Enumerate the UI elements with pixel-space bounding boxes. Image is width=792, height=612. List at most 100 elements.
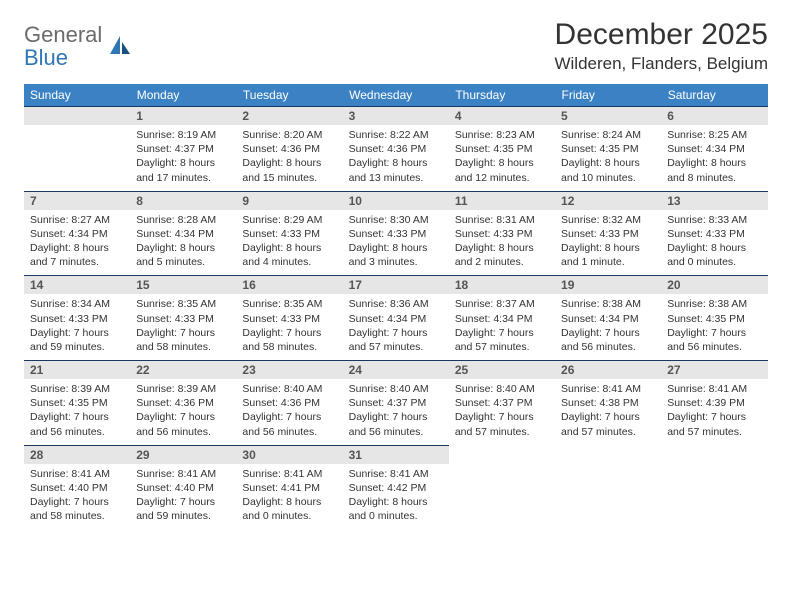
day-cell: 19Sunrise: 8:38 AMSunset: 4:34 PMDayligh… xyxy=(555,275,661,360)
day-cell: 12Sunrise: 8:32 AMSunset: 4:33 PMDayligh… xyxy=(555,191,661,276)
day-details: Sunrise: 8:39 AMSunset: 4:35 PMDaylight:… xyxy=(24,379,130,445)
day-number: 15 xyxy=(130,275,236,294)
day-cell: 14Sunrise: 8:34 AMSunset: 4:33 PMDayligh… xyxy=(24,275,130,360)
day-number: 19 xyxy=(555,275,661,294)
day-details: Sunrise: 8:34 AMSunset: 4:33 PMDaylight:… xyxy=(24,294,130,360)
day-cell: 18Sunrise: 8:37 AMSunset: 4:34 PMDayligh… xyxy=(449,275,555,360)
day-cell: 1Sunrise: 8:19 AMSunset: 4:37 PMDaylight… xyxy=(130,106,236,191)
day-cell: 10Sunrise: 8:30 AMSunset: 4:33 PMDayligh… xyxy=(343,191,449,276)
day-number: 7 xyxy=(24,191,130,210)
empty-cell xyxy=(555,445,661,530)
day-number: 26 xyxy=(555,360,661,379)
day-cell: 6Sunrise: 8:25 AMSunset: 4:34 PMDaylight… xyxy=(661,106,767,191)
day-number: 6 xyxy=(661,106,767,125)
day-number: 20 xyxy=(661,275,767,294)
day-cell: 24Sunrise: 8:40 AMSunset: 4:37 PMDayligh… xyxy=(343,360,449,445)
day-details: Sunrise: 8:41 AMSunset: 4:39 PMDaylight:… xyxy=(661,379,767,445)
empty-cell xyxy=(661,445,767,530)
day-details: Sunrise: 8:36 AMSunset: 4:34 PMDaylight:… xyxy=(343,294,449,360)
logo: General Blue xyxy=(24,18,132,70)
calendar-row: 28Sunrise: 8:41 AMSunset: 4:40 PMDayligh… xyxy=(24,445,768,530)
day-cell: 22Sunrise: 8:39 AMSunset: 4:36 PMDayligh… xyxy=(130,360,236,445)
day-cell: 16Sunrise: 8:35 AMSunset: 4:33 PMDayligh… xyxy=(236,275,342,360)
day-details: Sunrise: 8:37 AMSunset: 4:34 PMDaylight:… xyxy=(449,294,555,360)
day-number: 25 xyxy=(449,360,555,379)
weekday-header: Saturday xyxy=(661,84,767,106)
day-cell: 7Sunrise: 8:27 AMSunset: 4:34 PMDaylight… xyxy=(24,191,130,276)
day-details: Sunrise: 8:35 AMSunset: 4:33 PMDaylight:… xyxy=(130,294,236,360)
day-cell: 15Sunrise: 8:35 AMSunset: 4:33 PMDayligh… xyxy=(130,275,236,360)
day-cell: 17Sunrise: 8:36 AMSunset: 4:34 PMDayligh… xyxy=(343,275,449,360)
day-number: 18 xyxy=(449,275,555,294)
day-number: 22 xyxy=(130,360,236,379)
day-number: 16 xyxy=(236,275,342,294)
day-details: Sunrise: 8:27 AMSunset: 4:34 PMDaylight:… xyxy=(24,210,130,276)
day-cell: 9Sunrise: 8:29 AMSunset: 4:33 PMDaylight… xyxy=(236,191,342,276)
day-number: 21 xyxy=(24,360,130,379)
header: General Blue December 2025 Wilderen, Fla… xyxy=(24,18,768,74)
weekday-header: Monday xyxy=(130,84,236,106)
day-number: 30 xyxy=(236,445,342,464)
day-number: 24 xyxy=(343,360,449,379)
day-cell: 4Sunrise: 8:23 AMSunset: 4:35 PMDaylight… xyxy=(449,106,555,191)
day-number: 10 xyxy=(343,191,449,210)
day-details: Sunrise: 8:32 AMSunset: 4:33 PMDaylight:… xyxy=(555,210,661,276)
day-cell: 26Sunrise: 8:41 AMSunset: 4:38 PMDayligh… xyxy=(555,360,661,445)
day-number: 8 xyxy=(130,191,236,210)
day-number: 14 xyxy=(24,275,130,294)
day-details: Sunrise: 8:20 AMSunset: 4:36 PMDaylight:… xyxy=(236,125,342,191)
day-number: 31 xyxy=(343,445,449,464)
day-details: Sunrise: 8:35 AMSunset: 4:33 PMDaylight:… xyxy=(236,294,342,360)
weekday-header: Tuesday xyxy=(236,84,342,106)
day-details: Sunrise: 8:40 AMSunset: 4:37 PMDaylight:… xyxy=(343,379,449,445)
day-details: Sunrise: 8:24 AMSunset: 4:35 PMDaylight:… xyxy=(555,125,661,191)
weekday-header: Wednesday xyxy=(343,84,449,106)
day-cell: 29Sunrise: 8:41 AMSunset: 4:40 PMDayligh… xyxy=(130,445,236,530)
day-cell: 2Sunrise: 8:20 AMSunset: 4:36 PMDaylight… xyxy=(236,106,342,191)
weekday-header: Thursday xyxy=(449,84,555,106)
day-number: 12 xyxy=(555,191,661,210)
weekday-header: Sunday xyxy=(24,84,130,106)
day-number: 9 xyxy=(236,191,342,210)
day-cell: 3Sunrise: 8:22 AMSunset: 4:36 PMDaylight… xyxy=(343,106,449,191)
day-cell: 20Sunrise: 8:38 AMSunset: 4:35 PMDayligh… xyxy=(661,275,767,360)
day-number: 23 xyxy=(236,360,342,379)
day-number: 13 xyxy=(661,191,767,210)
calendar-table: SundayMondayTuesdayWednesdayThursdayFrid… xyxy=(24,84,768,529)
day-cell: 11Sunrise: 8:31 AMSunset: 4:33 PMDayligh… xyxy=(449,191,555,276)
day-number: 29 xyxy=(130,445,236,464)
day-cell: 28Sunrise: 8:41 AMSunset: 4:40 PMDayligh… xyxy=(24,445,130,530)
empty-cell xyxy=(449,445,555,530)
day-details: Sunrise: 8:28 AMSunset: 4:34 PMDaylight:… xyxy=(130,210,236,276)
day-number: 28 xyxy=(24,445,130,464)
day-details: Sunrise: 8:23 AMSunset: 4:35 PMDaylight:… xyxy=(449,125,555,191)
logo-blue-text: Blue xyxy=(24,45,68,70)
day-number: 27 xyxy=(661,360,767,379)
day-details: Sunrise: 8:41 AMSunset: 4:38 PMDaylight:… xyxy=(555,379,661,445)
location-text: Wilderen, Flanders, Belgium xyxy=(554,54,768,74)
day-details: Sunrise: 8:31 AMSunset: 4:33 PMDaylight:… xyxy=(449,210,555,276)
day-details: Sunrise: 8:41 AMSunset: 4:40 PMDaylight:… xyxy=(24,464,130,530)
day-cell: 27Sunrise: 8:41 AMSunset: 4:39 PMDayligh… xyxy=(661,360,767,445)
day-number: 3 xyxy=(343,106,449,125)
day-cell: 21Sunrise: 8:39 AMSunset: 4:35 PMDayligh… xyxy=(24,360,130,445)
month-title: December 2025 xyxy=(554,18,768,52)
day-details: Sunrise: 8:19 AMSunset: 4:37 PMDaylight:… xyxy=(130,125,236,191)
day-details: Sunrise: 8:40 AMSunset: 4:36 PMDaylight:… xyxy=(236,379,342,445)
day-number: 11 xyxy=(449,191,555,210)
day-cell: 8Sunrise: 8:28 AMSunset: 4:34 PMDaylight… xyxy=(130,191,236,276)
calendar-row: 14Sunrise: 8:34 AMSunset: 4:33 PMDayligh… xyxy=(24,275,768,360)
day-cell: 23Sunrise: 8:40 AMSunset: 4:36 PMDayligh… xyxy=(236,360,342,445)
title-block: December 2025 Wilderen, Flanders, Belgiu… xyxy=(554,18,768,74)
day-number: 2 xyxy=(236,106,342,125)
day-details: Sunrise: 8:22 AMSunset: 4:36 PMDaylight:… xyxy=(343,125,449,191)
day-details: Sunrise: 8:39 AMSunset: 4:36 PMDaylight:… xyxy=(130,379,236,445)
weekday-header: Friday xyxy=(555,84,661,106)
day-details: Sunrise: 8:29 AMSunset: 4:33 PMDaylight:… xyxy=(236,210,342,276)
day-cell: 5Sunrise: 8:24 AMSunset: 4:35 PMDaylight… xyxy=(555,106,661,191)
calendar-row: 7Sunrise: 8:27 AMSunset: 4:34 PMDaylight… xyxy=(24,191,768,276)
day-cell: 25Sunrise: 8:40 AMSunset: 4:37 PMDayligh… xyxy=(449,360,555,445)
empty-cell xyxy=(24,106,130,191)
logo-general-text: General xyxy=(24,22,102,47)
day-details: Sunrise: 8:33 AMSunset: 4:33 PMDaylight:… xyxy=(661,210,767,276)
